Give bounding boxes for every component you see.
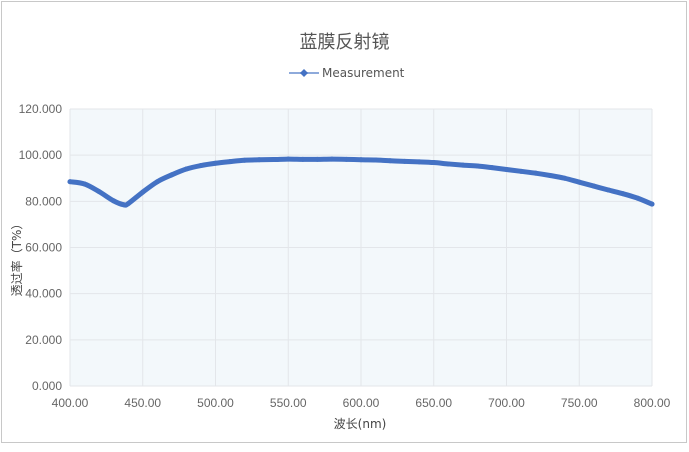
x-axis-label: 波长(nm)	[334, 417, 387, 431]
data-point	[125, 201, 131, 207]
data-point	[620, 191, 626, 197]
data-point	[300, 156, 306, 162]
data-point	[256, 157, 262, 163]
data-point	[329, 156, 335, 162]
x-tick-label: 550.00	[270, 396, 307, 410]
x-tick-label: 700.00	[488, 396, 525, 410]
data-point	[591, 183, 597, 189]
data-point	[67, 179, 73, 185]
data-point	[533, 170, 539, 176]
x-tick-label: 650.00	[415, 396, 452, 410]
data-point	[358, 157, 364, 163]
data-point	[154, 179, 160, 185]
data-point	[504, 166, 509, 172]
x-tick-label: 400.00	[52, 396, 89, 410]
data-point	[169, 172, 175, 178]
x-tick-label: 800.00	[634, 396, 671, 410]
data-point	[445, 161, 451, 167]
data-point	[416, 159, 422, 165]
data-point	[387, 158, 393, 164]
y-tick-label: 120.000	[19, 102, 63, 116]
x-tick-label: 450.00	[124, 396, 161, 410]
y-tick-label: 60.000	[25, 241, 62, 255]
data-point	[489, 165, 495, 171]
y-tick-label: 100.000	[19, 148, 63, 162]
data-point	[213, 160, 218, 166]
x-tick-label: 500.00	[197, 396, 234, 410]
data-point	[271, 157, 277, 163]
data-point	[198, 163, 204, 169]
data-point	[518, 168, 524, 174]
data-point	[431, 160, 437, 166]
data-point	[96, 189, 102, 195]
data-point	[343, 156, 349, 162]
data-point	[111, 198, 117, 204]
data-point	[474, 163, 480, 169]
data-point	[634, 195, 640, 201]
legend-label: Measurement	[322, 66, 405, 80]
chart-title: 蓝膜反射镜	[299, 32, 390, 53]
data-point	[121, 202, 127, 208]
data-point	[227, 159, 233, 165]
data-point	[402, 158, 408, 164]
y-tick-label: 80.000	[25, 194, 62, 208]
y-tick-label: 20.000	[25, 333, 62, 347]
data-point	[373, 157, 379, 163]
legend[interactable]: Measurement	[289, 66, 404, 80]
data-point	[576, 179, 582, 185]
data-point	[140, 189, 146, 195]
y-axis-label: 透过率（T%）	[9, 218, 24, 297]
data-point	[82, 181, 88, 187]
data-point	[285, 156, 291, 162]
x-tick-label: 600.00	[343, 396, 380, 410]
data-point	[562, 175, 568, 181]
x-tick-label: 750.00	[561, 396, 598, 410]
data-point	[605, 187, 611, 193]
data-point	[183, 166, 189, 172]
data-point	[242, 157, 248, 163]
data-point	[649, 201, 655, 207]
chart-frame	[1, 1, 687, 443]
data-point	[314, 156, 320, 162]
data-point	[460, 162, 466, 168]
legend-marker-icon	[289, 69, 319, 77]
data-point	[547, 172, 553, 178]
y-tick-label: 40.000	[25, 287, 62, 301]
y-tick-label: 0.000	[32, 379, 62, 393]
